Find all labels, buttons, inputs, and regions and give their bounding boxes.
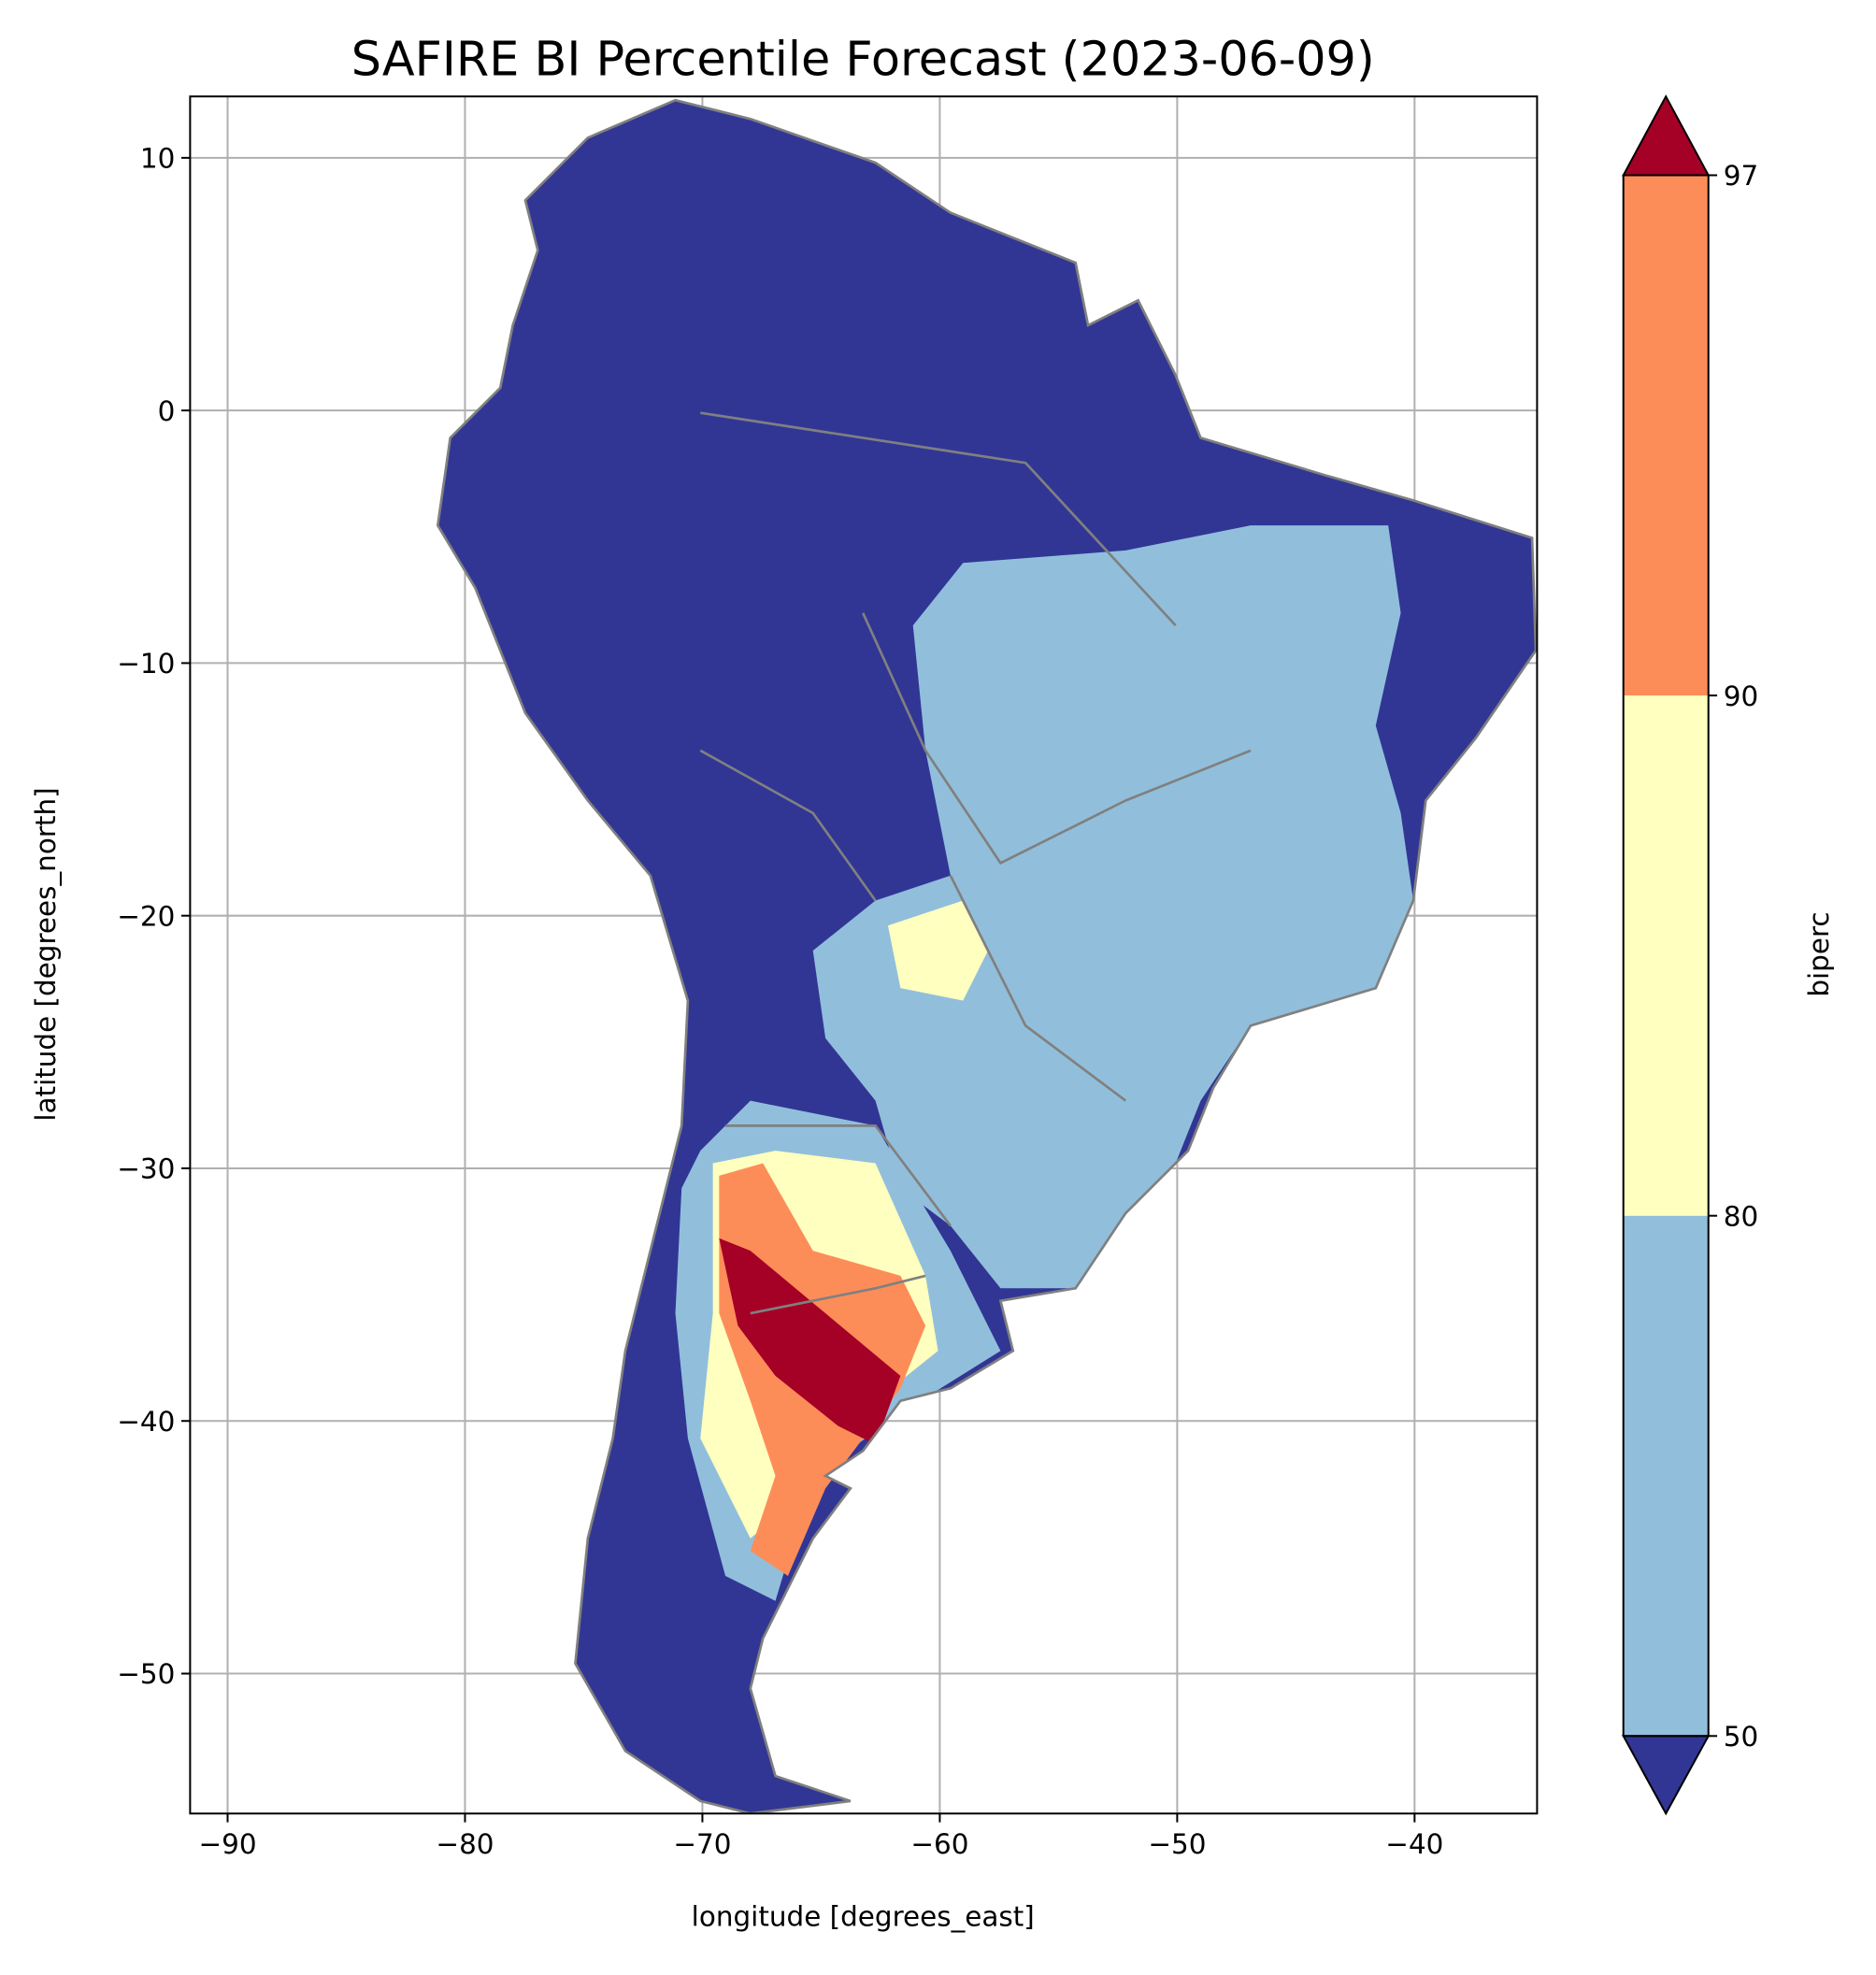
- x-tick-label: −90: [198, 1828, 256, 1860]
- x-tick-label: −80: [436, 1828, 494, 1860]
- x-tick-label: −60: [910, 1828, 968, 1860]
- y-axis-label: latitude [degrees_north]: [30, 787, 62, 1121]
- borders: [436, 98, 1538, 1814]
- x-tick-label: −40: [1385, 1828, 1443, 1860]
- x-tick-label: −50: [1148, 1828, 1206, 1860]
- colorbar-segment: [1623, 1215, 1709, 1737]
- y-tick-label: −40: [117, 1406, 175, 1438]
- y-tick-label: 0: [158, 395, 176, 427]
- colorbar-label: biperc: [1803, 911, 1835, 996]
- region-extreme: [719, 1238, 901, 1445]
- colorbar-tick-label: 80: [1724, 1200, 1758, 1232]
- y-tick-label: −30: [117, 1153, 175, 1185]
- region-low: [812, 525, 1413, 1289]
- colorbar-frame: [1622, 174, 1710, 1738]
- colorbar-tick-label: 90: [1724, 680, 1758, 712]
- colorbar-tick-label: 50: [1724, 1721, 1758, 1753]
- x-axis-label: longitude [degrees_east]: [692, 1901, 1035, 1933]
- y-tick-label: −50: [117, 1658, 175, 1690]
- y-tick-label: 10: [140, 143, 175, 175]
- axes-frame: [189, 95, 1539, 1815]
- chart-title: SAFIRE BI Percentile Forecast (2023-06-0…: [351, 31, 1375, 86]
- regions: [675, 525, 1413, 1601]
- x-tick-label: −70: [673, 1828, 731, 1860]
- colorbar-segment: [1623, 695, 1709, 1216]
- region-mid: [887, 900, 989, 1001]
- colorbar-tick-label: 97: [1724, 160, 1758, 192]
- y-tick-label: −20: [117, 900, 175, 932]
- y-tick-label: −10: [117, 648, 175, 680]
- colorbar-segment: [1623, 175, 1709, 696]
- map: [436, 98, 1538, 1814]
- colorbar: 50 80 90 97: [1622, 94, 1758, 1816]
